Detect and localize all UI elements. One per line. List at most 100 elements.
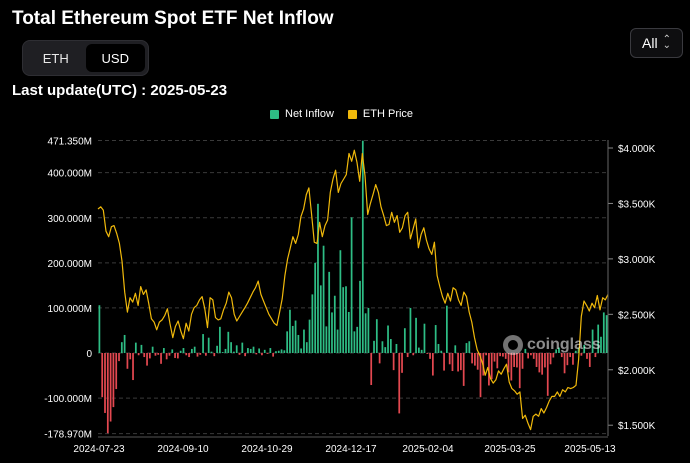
inflow-bar[interactable] (403, 328, 406, 353)
inflow-bar[interactable] (356, 326, 359, 353)
inflow-bar[interactable] (600, 336, 602, 353)
inflow-bar[interactable] (516, 353, 518, 368)
inflow-bar[interactable] (294, 320, 297, 353)
inflow-bar[interactable] (479, 353, 482, 398)
inflow-bar[interactable] (401, 353, 403, 373)
inflow-bar[interactable] (171, 349, 174, 353)
inflow-bar[interactable] (457, 353, 459, 372)
inflow-bar[interactable] (205, 353, 207, 356)
inflow-bar[interactable] (188, 353, 190, 358)
inflow-bar[interactable] (560, 353, 563, 358)
inflow-bar[interactable] (314, 262, 317, 353)
inflow-bar[interactable] (305, 342, 308, 353)
inflow-bar[interactable] (146, 353, 148, 366)
eth-price-line[interactable] (97, 149, 609, 431)
inflow-bar[interactable] (538, 353, 541, 373)
inflow-bar[interactable] (109, 353, 112, 422)
inflow-bar[interactable] (303, 329, 305, 353)
inflow-bar[interactable] (451, 353, 454, 372)
inflow-bar[interactable] (594, 353, 597, 358)
inflow-bar[interactable] (140, 344, 143, 353)
inflow-bar[interactable] (361, 140, 364, 353)
inflow-bar[interactable] (409, 307, 412, 353)
inflow-bar[interactable] (258, 348, 260, 353)
inflow-bar[interactable] (378, 353, 381, 364)
inflow-bar[interactable] (521, 353, 524, 369)
inflow-bar[interactable] (359, 280, 361, 353)
inflow-bar[interactable] (541, 353, 544, 375)
inflow-bar[interactable] (423, 323, 426, 353)
inflow-bar[interactable] (381, 341, 384, 353)
inflow-bar[interactable] (476, 353, 479, 370)
inflow-bar[interactable] (219, 326, 221, 353)
inflow-bar[interactable] (462, 353, 465, 386)
inflow-bar[interactable] (398, 353, 401, 414)
inflow-bar[interactable] (558, 347, 560, 353)
inflow-bar[interactable] (580, 353, 583, 356)
inflow-bar[interactable] (120, 342, 123, 353)
inflow-bar[interactable] (417, 347, 420, 353)
inflow-bar[interactable] (286, 331, 289, 353)
inflow-bar[interactable] (235, 345, 238, 353)
inflow-bar[interactable] (395, 343, 398, 353)
inflow-bar[interactable] (370, 353, 373, 386)
inflow-bar[interactable] (574, 350, 577, 353)
inflow-bar[interactable] (460, 353, 462, 371)
inflow-bar[interactable] (532, 353, 535, 359)
legend-item-eth-price[interactable]: ETH Price (347, 108, 413, 120)
inflow-bar[interactable] (485, 353, 487, 356)
inflow-bar[interactable] (126, 353, 129, 369)
inflow-bar[interactable] (297, 334, 300, 353)
inflow-bar[interactable] (325, 326, 328, 353)
inflow-bar[interactable] (583, 344, 586, 353)
inflow-bar[interactable] (563, 353, 566, 374)
inflow-bar[interactable] (317, 203, 319, 353)
inflow-bar[interactable] (524, 348, 527, 353)
inflow-bar[interactable] (345, 286, 347, 353)
inflow-bar[interactable] (569, 353, 572, 358)
inflow-bar[interactable] (168, 353, 171, 356)
inflow-bar[interactable] (112, 353, 115, 408)
inflow-bar[interactable] (182, 348, 185, 353)
inflow-bar[interactable] (502, 353, 504, 357)
inflow-bar[interactable] (544, 353, 546, 368)
inflow-bar[interactable] (588, 353, 591, 367)
inflow-bar[interactable] (275, 351, 277, 353)
inflow-bar[interactable] (518, 353, 521, 389)
inflow-bar[interactable] (496, 353, 499, 369)
inflow-bar[interactable] (289, 309, 291, 353)
inflow-bar[interactable] (504, 353, 507, 359)
inflow-bar[interactable] (420, 349, 423, 353)
inflow-bar[interactable] (101, 353, 104, 398)
inflow-bar[interactable] (339, 250, 342, 353)
inflow-bar[interactable] (434, 325, 437, 353)
inflow-bar[interactable] (115, 353, 118, 390)
inflow-bar[interactable] (446, 305, 448, 353)
inflow-bar[interactable] (490, 353, 493, 380)
inflow-bar[interactable] (255, 353, 258, 355)
inflow-bar[interactable] (415, 317, 417, 353)
inflow-bar[interactable] (591, 329, 594, 353)
inflow-bar[interactable] (263, 349, 266, 353)
inflow-bar[interactable] (319, 285, 322, 353)
inflow-bar[interactable] (174, 353, 176, 358)
inflow-bar[interactable] (328, 271, 331, 353)
inflow-bar[interactable] (123, 334, 126, 353)
inflow-bar[interactable] (179, 350, 182, 353)
inflow-bar[interactable] (143, 353, 146, 358)
inflow-bar[interactable] (185, 353, 188, 356)
inflow-bar[interactable] (510, 353, 513, 381)
inflow-bar[interactable] (586, 353, 588, 359)
inflow-bar[interactable] (493, 353, 496, 362)
inflow-bar[interactable] (210, 351, 213, 353)
inflow-bar[interactable] (342, 287, 345, 353)
inflow-bar[interactable] (132, 353, 134, 381)
inflow-bar[interactable] (157, 353, 160, 355)
inflow-bar[interactable] (488, 353, 490, 386)
inflow-bar[interactable] (535, 353, 538, 367)
inflow-bar[interactable] (566, 353, 569, 366)
inflow-bar[interactable] (269, 348, 272, 353)
inflow-bar[interactable] (104, 353, 106, 413)
inflow-bar[interactable] (202, 334, 204, 353)
inflow-bar[interactable] (199, 353, 202, 355)
